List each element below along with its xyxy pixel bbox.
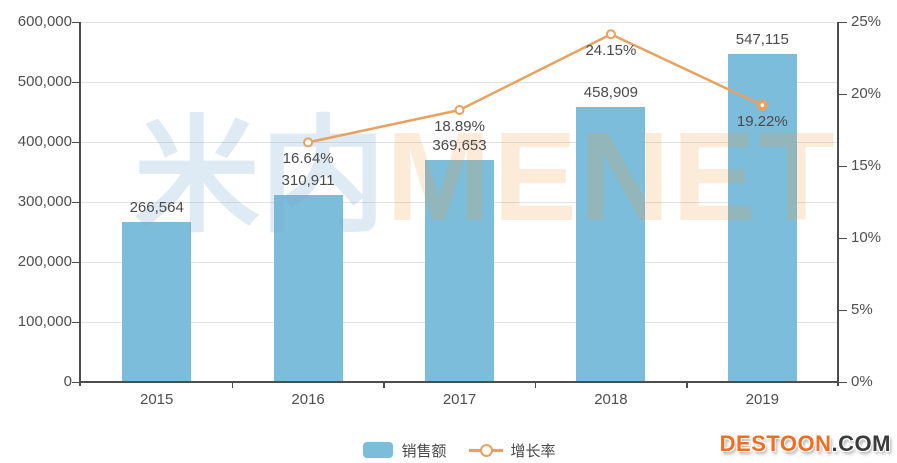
destoon-logo-main: DESTOON [719, 431, 832, 456]
growth-label-2016: 16.64% [282, 150, 334, 168]
destoon-logo[interactable]: DESTOON.COM [720, 431, 891, 457]
y-axis-label-right: 0% [851, 373, 873, 390]
y-tick-right [839, 21, 847, 23]
growth-line-path [307, 32, 763, 144]
y-tick-left [72, 21, 80, 23]
line-marker-2017[interactable] [454, 104, 465, 115]
x-axis-label-2015: 2015 [140, 391, 174, 408]
y-tick-right [839, 381, 847, 383]
legend-label-growth: 增长率 [510, 442, 556, 460]
bar-value-label-2017: 369,653 [432, 137, 487, 155]
bar-2019[interactable] [727, 53, 797, 382]
y-axis-label-right: 25% [851, 13, 882, 30]
x-tick [534, 382, 537, 388]
bar-value-label-2015: 266,564 [129, 199, 184, 217]
y-tick-left [72, 81, 80, 83]
bar-2018[interactable] [576, 106, 646, 382]
y-tick-right [839, 309, 847, 311]
y-tick-right [839, 93, 847, 95]
bar-swatch-icon [363, 442, 394, 458]
legend-item-growth[interactable]: 增长率 [468, 440, 556, 461]
y-axis-label-right: 5% [851, 301, 873, 318]
y-tick-left [72, 141, 80, 143]
bar-2016[interactable] [273, 195, 343, 382]
y-axis-label-left: 600,000 [17, 13, 72, 30]
y-tick-left [72, 381, 80, 383]
x-tick [686, 382, 688, 388]
legend-item-sales[interactable]: 销售额 [363, 440, 447, 461]
growth-label-2019: 19.22% [736, 113, 788, 131]
x-axis-label-2016: 2016 [291, 391, 325, 408]
y-tick-left [72, 201, 80, 203]
bar-value-label-2018: 458,909 [583, 83, 639, 101]
growth-label-2017: 18.89% [434, 117, 485, 135]
destoon-logo-suffix: .COM [831, 431, 891, 456]
y-axis-label-left: 100,000 [17, 313, 72, 330]
x-axis-label-2018: 2018 [594, 391, 628, 408]
y-axis-label-left: 200,000 [17, 253, 72, 270]
x-tick [231, 382, 234, 388]
bar-2017[interactable] [425, 160, 494, 382]
y-axis-label-left: 400,000 [17, 133, 72, 150]
bar-value-label-2019: 547,115 [735, 30, 789, 48]
y-tick-left [72, 321, 80, 323]
x-axis-label-2019: 2019 [745, 391, 779, 408]
y-tick-right [839, 237, 847, 239]
gridline [81, 21, 838, 23]
x-axis [79, 381, 838, 383]
legend: 销售额 增长率 [81, 437, 838, 463]
y-axis-label-left: 0 [63, 373, 72, 390]
bar-value-label-2016: 310,911 [281, 172, 335, 190]
line-marker-2018[interactable] [605, 29, 616, 40]
y-axis-right [837, 22, 839, 386]
y-axis-label-right: 10% [851, 229, 882, 246]
y-axis-label-right: 20% [851, 85, 882, 102]
x-tick [383, 382, 385, 388]
y-axis-label-left: 300,000 [17, 193, 72, 210]
y-axis-label-left: 500,000 [17, 73, 72, 90]
y-axis-left [79, 22, 81, 386]
y-axis-label-right: 15% [851, 157, 882, 174]
y-tick-left [72, 261, 80, 263]
gridline [81, 81, 838, 83]
bar-2015[interactable] [122, 222, 192, 382]
y-tick-right [839, 165, 847, 167]
line-swatch-icon [468, 442, 503, 458]
growth-label-2018: 24.15% [585, 42, 637, 60]
legend-label-sales: 销售额 [401, 442, 447, 460]
x-axis-label-2017: 2017 [442, 391, 477, 408]
